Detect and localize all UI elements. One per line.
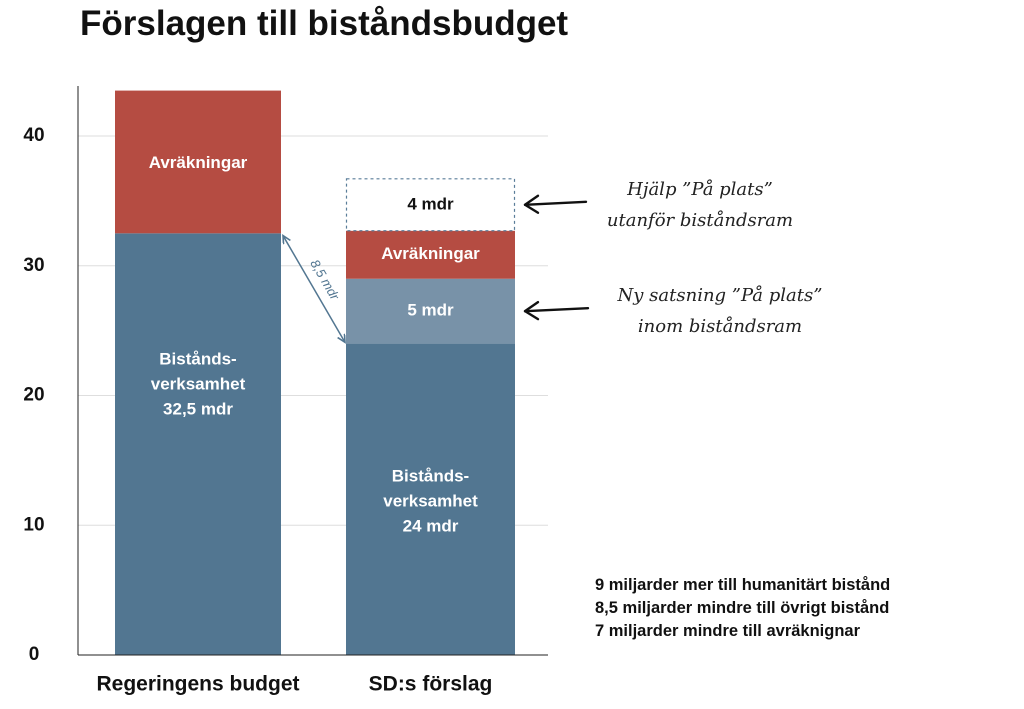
- segment-labels: Bistånds-verksamhet 32,5 mdr Avräkningar Bi…: [149, 153, 480, 535]
- annotation-text-line: utanför biståndsram: [607, 209, 793, 231]
- segment-label: 4 mdr: [407, 194, 454, 213]
- annotation-text: Hjälp ”På plats” utanför biståndsram: [607, 178, 793, 231]
- segment-label-line: 4 mdr: [407, 194, 454, 213]
- segment-label-line: Bistånds-: [159, 350, 236, 369]
- y-tick-label: 10: [23, 514, 44, 535]
- segment-label: 5 mdr: [407, 301, 454, 320]
- segment-label-line: Avräkningar: [381, 244, 480, 263]
- annotation-arrow-shaft: [523, 306, 590, 313]
- annotation-text-line: Hjälp ”På plats”: [626, 178, 773, 200]
- bar-segment-avrakningar: [346, 230, 515, 279]
- x-category-label: Regeringens budget: [96, 673, 299, 696]
- annotation-arrow-shaft: [523, 200, 588, 206]
- axes: 0 10 20 30 40 Regeringens budget SD:s förslag: [23, 86, 548, 696]
- bar-segment-bistand: [115, 233, 281, 655]
- segment-label-line: 32,5 mdr: [163, 400, 233, 419]
- y-tick-label: 0: [29, 644, 40, 665]
- segment-label-line: Avräkningar: [149, 153, 248, 172]
- bar-segment-satsning: [346, 278, 515, 344]
- segment-label-line: Bistånds-: [392, 466, 469, 485]
- note-other-aid: 8,5 miljarder mindre till övrigt bistånd: [595, 599, 890, 617]
- difference-label: 8,5 mdr: [307, 257, 342, 303]
- bars: [115, 90, 516, 655]
- y-tick-label: 20: [23, 385, 44, 406]
- note-deductions: 7 miljarder mindre till avräknignar: [595, 622, 861, 640]
- segment-label: Avräkningar: [149, 153, 248, 172]
- note-humanitarian: 9 miljarder mer till humanitärt bistånd: [595, 576, 891, 594]
- segment-label: Avräkningar: [381, 244, 480, 263]
- y-tick-label: 30: [23, 255, 44, 276]
- chart-title: Förslagen till biståndsbudget: [80, 4, 569, 43]
- x-category-label: SD:s förslag: [369, 673, 493, 696]
- bar-segment-bistand: [346, 343, 515, 655]
- notes-block: 9 miljarder mer till humanitärt bistånd …: [595, 574, 890, 643]
- difference-arrow: [284, 237, 344, 340]
- annotation-text-line: Ny satsning ”På plats”: [617, 284, 823, 306]
- annotation-text-line: inom biståndsram: [638, 315, 802, 337]
- bar-segment-avrakningar: [115, 90, 281, 234]
- segment-label-line: 24 mdr: [403, 516, 459, 535]
- segment-label-line: 5 mdr: [407, 301, 454, 320]
- annotation-arrow-head: [523, 194, 540, 214]
- annotation-text: Ny satsning ”På plats” inom biståndsram: [617, 284, 823, 337]
- annotation-arrow-head: [523, 300, 540, 321]
- segment-label: Bistånds-verksamhet 32,5 mdr: [151, 350, 246, 419]
- segment-label: Bistånds-verksamhet 24 mdr: [383, 466, 478, 535]
- y-tick-label: 40: [23, 125, 44, 146]
- segment-label-line: verksamhet: [151, 375, 246, 394]
- segment-label-line: verksamhet: [383, 491, 478, 510]
- bar-segment-outside-frame: [345, 178, 516, 232]
